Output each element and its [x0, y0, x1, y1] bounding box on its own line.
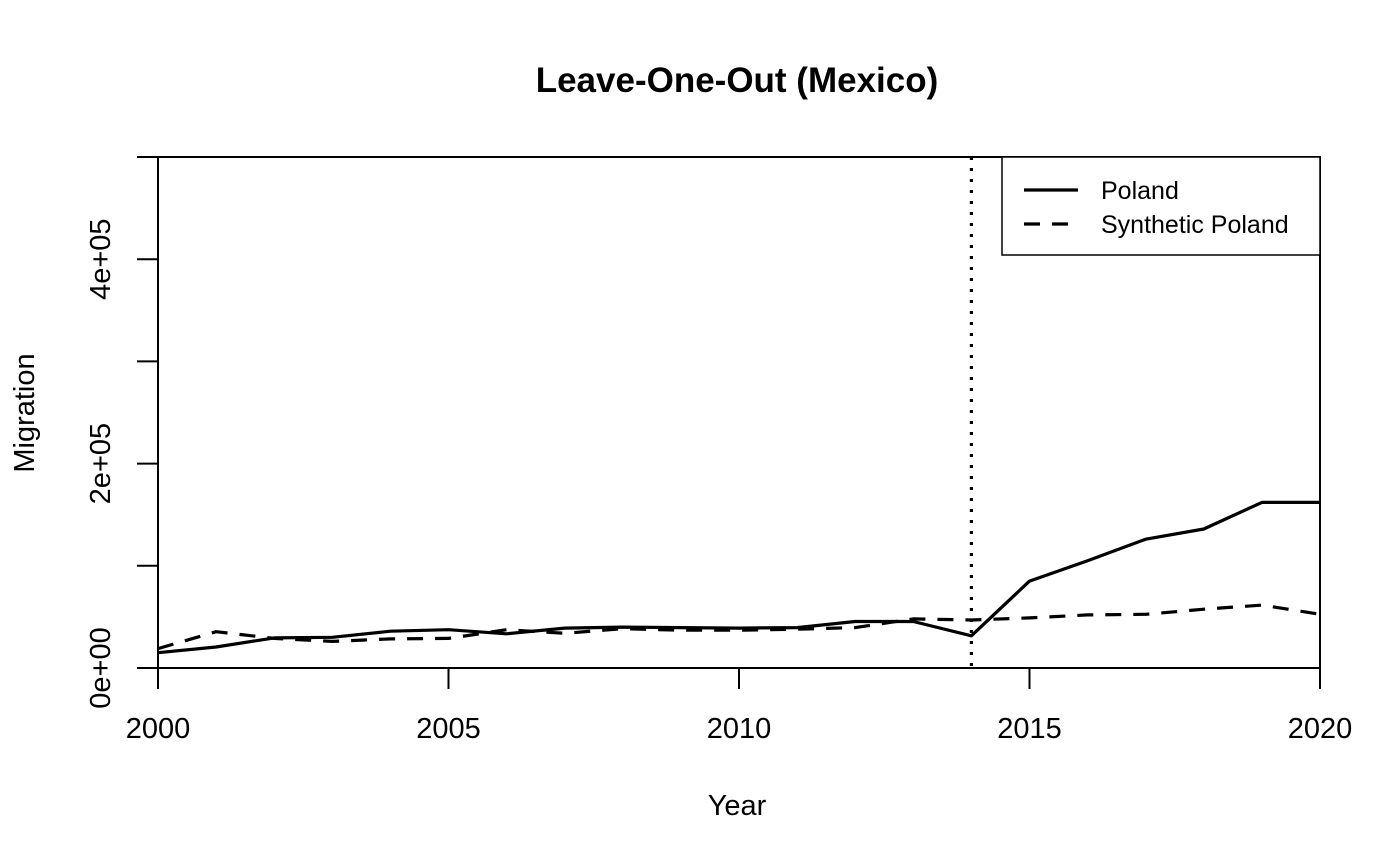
x-axis-label: Year [708, 790, 767, 822]
legend-label: Synthetic Poland [1101, 211, 1289, 239]
x-tick-label: 2010 [707, 713, 772, 745]
legend-label: Poland [1101, 177, 1179, 205]
x-tick-label: 2015 [997, 713, 1062, 745]
y-axis-label: Migration [9, 353, 41, 472]
y-tick-label: 4e+05 [85, 218, 117, 299]
series-line-poland [157, 500, 1320, 655]
y-tick-label: 0e+00 [85, 627, 117, 708]
x-axis: 2000 2005 2010 2015 2020 [126, 667, 1353, 745]
x-tick-label: 2005 [416, 713, 481, 745]
chart-title: Leave-One-Out (Mexico) [536, 61, 939, 100]
x-tick-label: 2000 [126, 713, 191, 745]
y-tick-label: 2e+05 [85, 423, 117, 504]
series-line-synthetic-poland [157, 603, 1321, 651]
x-tick-label: 2020 [1288, 713, 1353, 745]
legend: Poland Synthetic Poland [1001, 156, 1321, 256]
y-axis: 0e+00 2e+05 4e+05 [85, 156, 159, 709]
legend-box [1001, 156, 1321, 256]
series-layer [157, 500, 1321, 655]
